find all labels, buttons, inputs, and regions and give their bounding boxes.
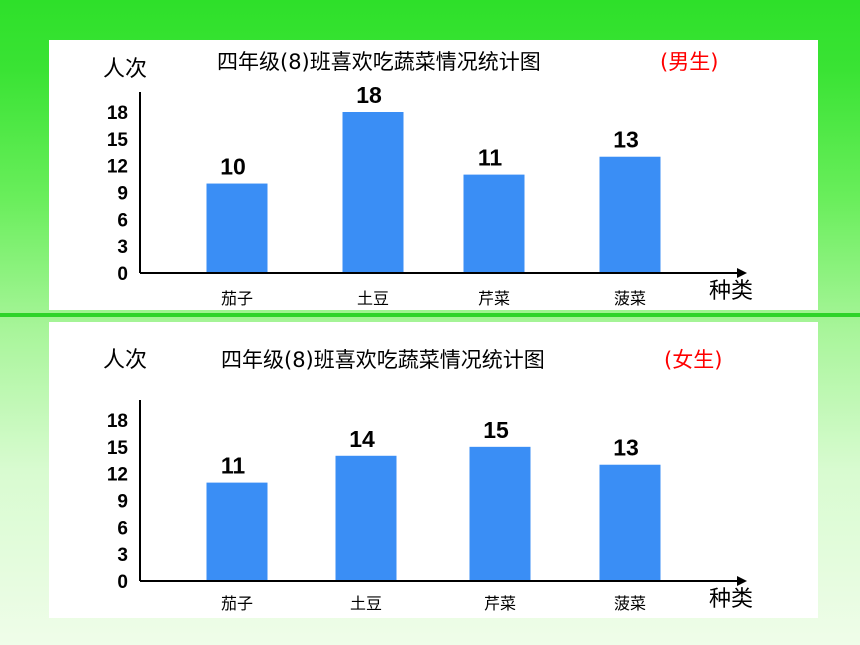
x-axis-arrow (737, 576, 747, 586)
value-label-0: 10 (220, 154, 246, 180)
y-tick-label-3: 9 (117, 184, 128, 205)
category-label-0: 茄子 (221, 289, 253, 308)
y-tick-label-1: 3 (117, 237, 128, 258)
value-label-1: 18 (356, 82, 382, 108)
chart-panel-girls: 人次 四年级(8)班喜欢吃蔬菜情况统计图 (女生) 种类 11 茄子 14 土豆 15 芹… (49, 322, 818, 618)
chart-panel-boys: 人次 四年级(8)班喜欢吃蔬菜情况统计图 (男生) 种类 10 茄子 18 土豆 11 芹… (49, 40, 818, 310)
divider-stripe (0, 313, 860, 317)
value-label-3: 13 (613, 127, 639, 153)
y-tick-label-4: 12 (107, 157, 128, 178)
category-label-2: 芹菜 (478, 289, 510, 308)
x-axis-label: 种类 (709, 279, 753, 304)
chart-subtitle-gender: (男生) (660, 50, 718, 74)
y-tick-label-4: 12 (107, 465, 128, 486)
x-axis-arrow (737, 268, 747, 278)
chart-title: 四年级(8)班喜欢吃蔬菜情况统计图 (221, 348, 545, 372)
y-tick-label-0: 0 (117, 572, 128, 593)
y-tick-label-1: 3 (117, 545, 128, 566)
bar-3 (599, 156, 661, 273)
bar-chart-boys: 人次 四年级(8)班喜欢吃蔬菜情况统计图 (男生) 种类 10 茄子 18 土豆 11 芹… (103, 50, 753, 308)
chart-marks: 10 茄子 18 土豆 11 芹菜 13 菠菜 0 3 6 9 12 15 18 (107, 82, 747, 308)
value-label-2: 11 (478, 145, 503, 171)
category-label-0: 茄子 (221, 594, 253, 613)
bar-2 (463, 174, 525, 273)
chart-marks: 11 茄子 14 土豆 15 芹菜 13 菠菜 0 3 6 9 12 15 18 (107, 400, 747, 613)
y-tick-label-5: 15 (107, 130, 129, 151)
y-tick-label-5: 15 (107, 438, 129, 459)
value-label-2: 15 (483, 417, 509, 443)
y-axis-label: 人次 (103, 57, 147, 82)
y-tick-label-2: 6 (117, 518, 128, 539)
bar-2 (469, 446, 531, 581)
y-tick-label-6: 18 (107, 411, 128, 432)
y-tick-label-3: 9 (117, 492, 128, 513)
value-label-0: 11 (221, 453, 246, 479)
bar-1 (342, 112, 404, 273)
category-label-3: 菠菜 (614, 594, 646, 613)
y-tick-label-6: 18 (107, 103, 128, 124)
chart-subtitle-gender: (女生) (664, 348, 722, 372)
category-label-1: 土豆 (357, 289, 389, 308)
chart-title: 四年级(8)班喜欢吃蔬菜情况统计图 (217, 50, 541, 74)
bar-0 (206, 482, 268, 581)
category-label-2: 芹菜 (484, 594, 516, 613)
category-label-1: 土豆 (350, 594, 382, 613)
y-axis-label: 人次 (103, 348, 147, 373)
bar-1 (335, 455, 397, 581)
value-label-1: 14 (349, 426, 375, 452)
bar-3 (599, 464, 661, 581)
category-label-3: 菠菜 (614, 289, 646, 308)
x-axis-label: 种类 (709, 587, 753, 612)
value-label-3: 13 (613, 435, 639, 461)
bar-chart-girls: 人次 四年级(8)班喜欢吃蔬菜情况统计图 (女生) 种类 11 茄子 14 土豆 15 芹… (103, 348, 753, 613)
y-tick-label-2: 6 (117, 210, 128, 231)
y-tick-label-0: 0 (117, 264, 128, 285)
bar-0 (206, 183, 268, 273)
